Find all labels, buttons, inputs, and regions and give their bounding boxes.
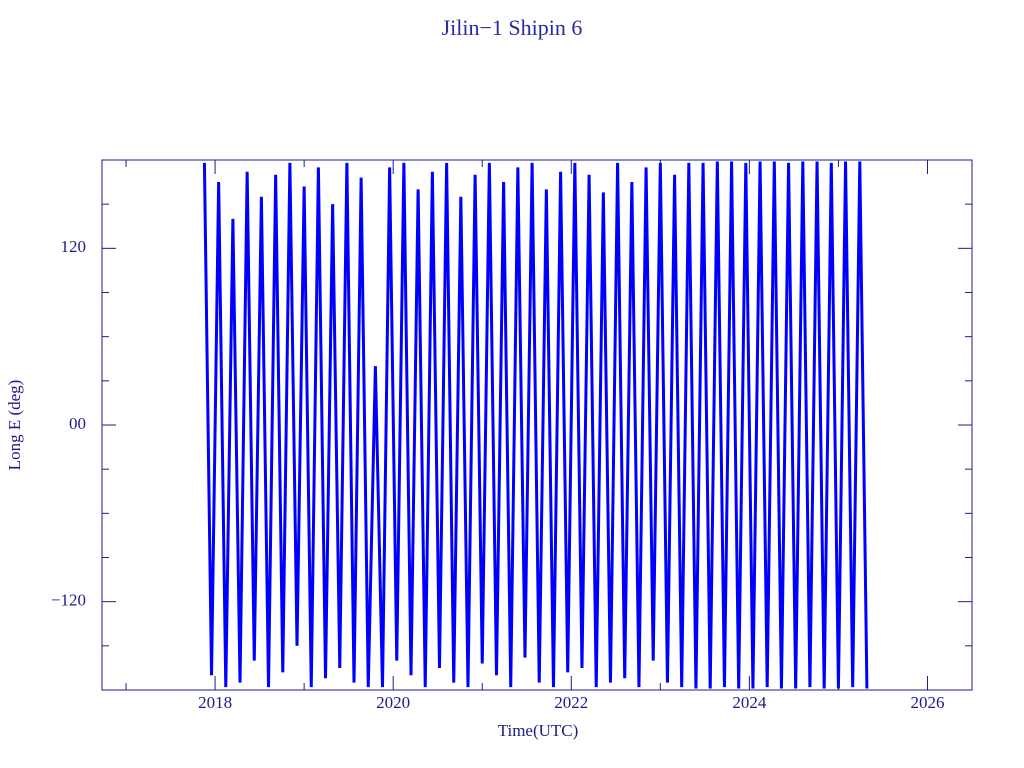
y-axis-label: Long E (deg) <box>5 380 24 471</box>
x-tick-label: 2020 <box>376 693 410 712</box>
x-tick-label: 2018 <box>198 693 232 712</box>
y-tick-label: 00 <box>69 414 86 433</box>
series-line <box>202 161 869 689</box>
x-axis-label: Time(UTC) <box>498 721 579 740</box>
chart-title: Jilin−1 Shipin 6 <box>442 15 583 40</box>
x-tick-label: 2024 <box>732 693 767 712</box>
x-tick-label: 2026 <box>910 693 944 712</box>
x-tick-label: 2022 <box>554 693 588 712</box>
y-tick-label: 120 <box>61 237 87 256</box>
y-tick-label: −120 <box>51 591 86 610</box>
